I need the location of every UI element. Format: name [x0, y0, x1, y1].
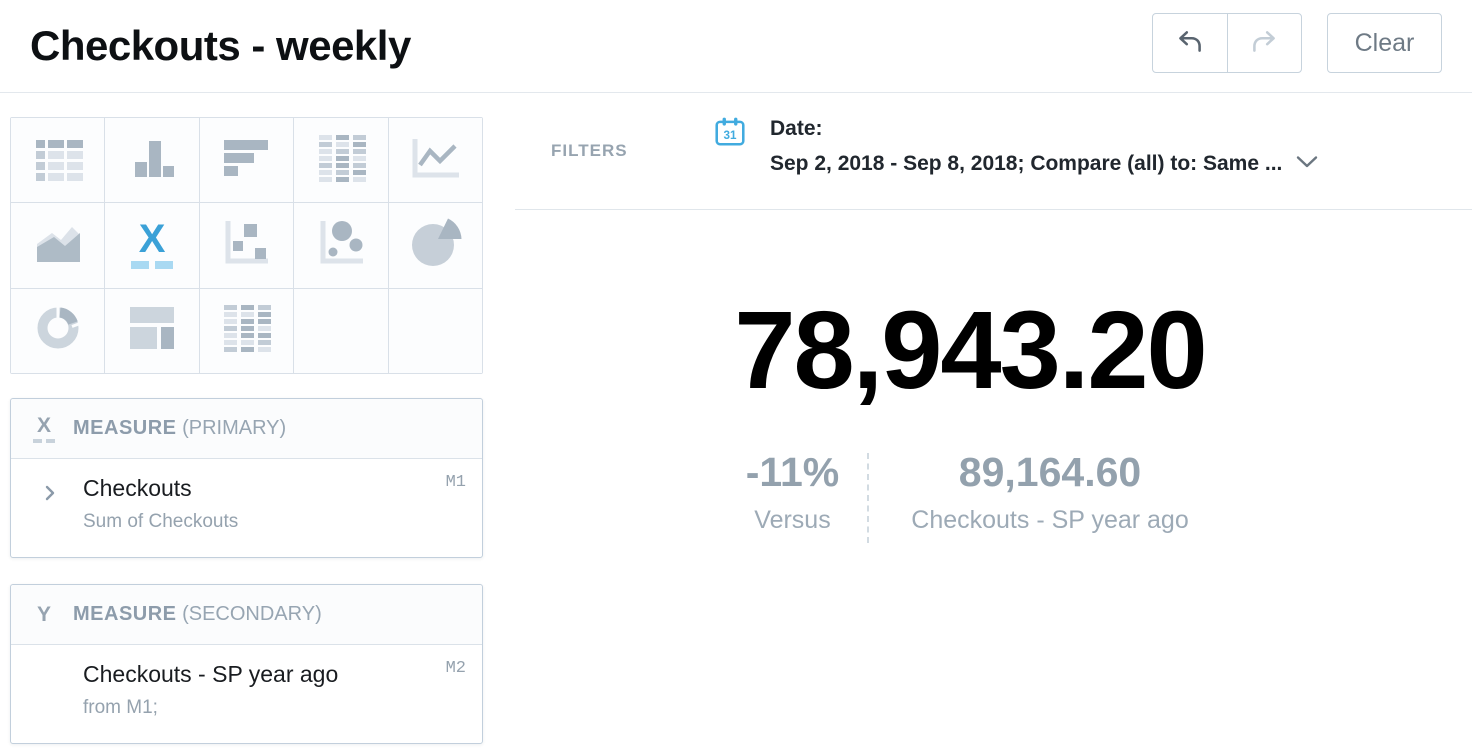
heatmap-icon	[220, 301, 272, 360]
measure-subtitle: Sum of Checkouts	[83, 511, 239, 532]
measure-subtitle: from M1;	[83, 697, 158, 718]
calendar-icon: 31	[713, 115, 747, 154]
undo-icon	[1174, 26, 1206, 61]
viz-type-bubble-chart[interactable]	[294, 203, 388, 288]
x-axis-icon: X	[31, 415, 57, 443]
viz-type-scatter-plot[interactable]	[199, 203, 294, 288]
bucket-primary-qualifier: (PRIMARY)	[182, 417, 287, 439]
viz-type-column-chart[interactable]	[105, 118, 199, 203]
line-chart-icon	[407, 134, 463, 187]
viz-type-empty	[388, 288, 482, 373]
bucket-secondary-label: MEASURE	[73, 603, 177, 625]
viz-type-bar-chart[interactable]	[199, 118, 294, 203]
page-title[interactable]: Checkouts - weekly	[30, 22, 411, 69]
measure-title: Checkouts - SP year ago	[83, 661, 339, 687]
visualization-picker: X	[10, 117, 483, 374]
headline-comparison-secondary: 89,164.60 Checkouts - SP year ago	[885, 452, 1215, 535]
measure-tag: M1	[445, 473, 466, 492]
viz-type-line-chart[interactable]	[388, 118, 482, 203]
clear-button[interactable]: Clear	[1327, 13, 1442, 73]
svg-text:31: 31	[724, 129, 737, 142]
chevron-right-icon[interactable]	[43, 483, 57, 508]
viz-type-headline[interactable]: X	[105, 203, 199, 288]
viz-type-treemap[interactable]	[105, 288, 199, 373]
filters-label: FILTERS	[551, 141, 628, 160]
scatter-plot-icon	[220, 217, 272, 274]
headline-comparison-percent: -11% Versus	[700, 452, 885, 535]
viz-type-heatmap[interactable]	[199, 288, 294, 373]
column-chart-icon	[128, 135, 176, 186]
date-filter-value: Sep 2, 2018 - Sep 8, 2018; Compare (all)…	[770, 152, 1283, 176]
measure-item-checkouts-sp-year-ago[interactable]: Checkouts - SP year ago from M1; M2	[11, 645, 482, 719]
comparison-divider	[867, 453, 869, 543]
undo-button[interactable]	[1153, 14, 1228, 72]
area-chart-icon	[32, 220, 84, 271]
redo-button[interactable]	[1228, 14, 1302, 72]
comparison-label: Versus	[754, 506, 831, 534]
filters-divider	[515, 209, 1472, 210]
bucket-primary-label: MEASURE	[73, 417, 177, 439]
viz-type-empty	[294, 288, 388, 373]
headline-icon: X	[131, 219, 174, 269]
bucket-measure-secondary: Y MEASURE (SECONDARY) Checkouts - SP yea…	[10, 584, 483, 744]
bubble-chart-icon	[315, 217, 367, 274]
bucket-measure-primary: X MEASURE (PRIMARY) Checkouts Sum of Che…	[10, 398, 483, 558]
app-header: Checkouts - weekly Clear	[0, 0, 1472, 93]
comparison-label: Checkouts - SP year ago	[911, 506, 1189, 534]
comparison-value: -11%	[745, 449, 840, 495]
undo-redo-group	[1152, 13, 1302, 73]
viz-type-pie-chart[interactable]	[388, 203, 482, 288]
redo-icon	[1248, 26, 1280, 61]
measure-tag: M2	[445, 659, 466, 678]
y-axis-icon: Y	[36, 603, 51, 626]
viz-type-pivot-table[interactable]	[294, 118, 388, 203]
pie-chart-icon	[407, 215, 463, 276]
table-icon	[31, 135, 85, 186]
measure-title: Checkouts	[83, 475, 192, 501]
bucket-primary-header: X MEASURE (PRIMARY)	[11, 399, 482, 459]
viz-type-donut-chart[interactable]	[11, 288, 105, 373]
bar-chart-icon	[220, 136, 272, 185]
donut-chart-icon	[32, 301, 85, 360]
measure-item-checkouts[interactable]: Checkouts Sum of Checkouts M1	[11, 459, 482, 533]
comparison-value: 89,164.60	[958, 449, 1142, 495]
bucket-secondary-qualifier: (SECONDARY)	[182, 603, 322, 625]
chevron-down-icon[interactable]	[1296, 155, 1318, 174]
bucket-secondary-header: Y MEASURE (SECONDARY)	[11, 585, 482, 645]
date-filter-name: Date:	[770, 117, 823, 140]
viz-type-area-chart[interactable]	[11, 203, 105, 288]
headline-primary-value: 78,943.20	[734, 289, 1207, 412]
pivot-table-icon	[315, 131, 367, 190]
treemap-icon	[126, 303, 178, 358]
viz-type-table[interactable]	[11, 118, 105, 203]
date-filter-button[interactable]: Date: Sep 2, 2018 - Sep 8, 2018; Compare…	[770, 117, 1318, 176]
